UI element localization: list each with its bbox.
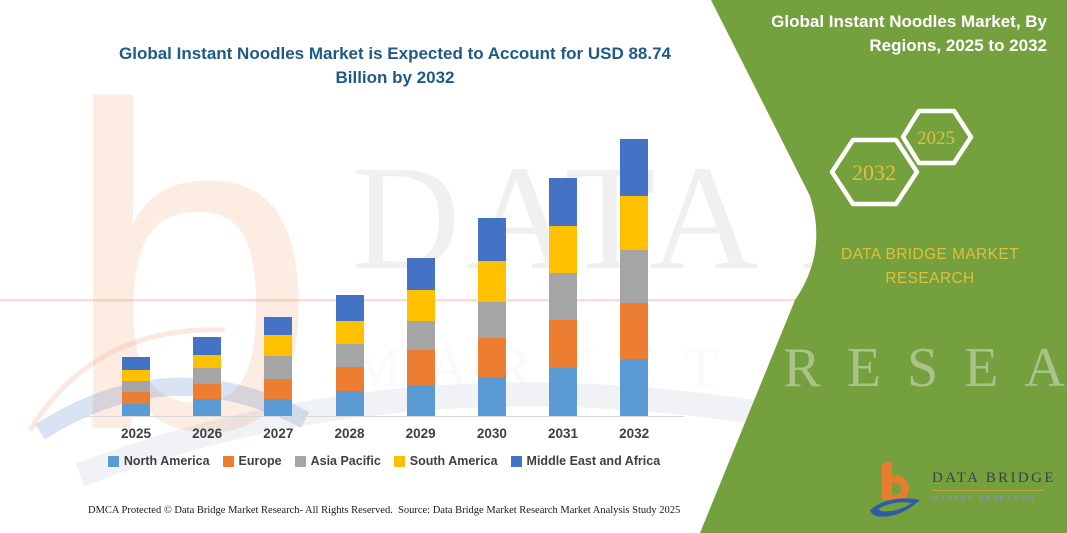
bar-segment [620,195,649,250]
hexagon-2032 [829,137,920,207]
stacked-bar-2031 [549,178,578,416]
bar-segment [549,319,578,368]
hexagon-2025-label: 2025 [917,128,955,149]
legend-label: North America [123,454,210,468]
bar-segment [335,391,364,416]
panel-title: Global Instant Noodles Market, By Region… [771,12,1047,55]
bar-segment [335,343,364,367]
footer-logo: DATA BRIDGE MARKET RESEARCH [868,458,1054,524]
bar-segment [193,355,222,369]
green-panel-shape [700,0,1067,533]
bar-segment [193,399,222,416]
watermark-pink-line [0,299,800,302]
legend-item: Europe [222,454,282,468]
x-axis-label: 2027 [263,426,294,441]
chart-legend: North America Europe Asia Pacific South Ame… [84,454,684,468]
bar-segment [406,350,435,386]
x-axis-label: 2030 [476,426,507,441]
legend-item: Asia Pacific [294,454,381,468]
bar-segment [477,302,506,338]
bar-segment [549,273,578,320]
legend-item: Middle East and Africa [510,454,661,468]
brand-wordmark: DATA BRIDGE MARKET RESEARCH [810,243,1050,291]
bar-segment [549,367,578,416]
x-axis-label: 2025 [120,426,152,441]
bar-segment [122,370,150,382]
bar-segment [122,357,150,371]
bar-segment [549,226,578,274]
x-axis-label: 2029 [405,426,436,441]
stacked-bar-2030 [477,218,506,416]
legend-label: Europe [238,454,282,468]
legend-label: South America [409,454,498,468]
source-text: Source: Data Bridge Market Research Mark… [398,505,681,516]
chart-title: Global Instant Noodles Market is Expecte… [119,44,671,88]
bar-segment [193,384,222,400]
bar-segment [477,376,506,416]
legend-item: South America [393,454,498,468]
bar-segment [264,317,293,336]
legend-label: Middle East and Africa [526,454,661,468]
bar-segment [264,379,293,400]
bar-segment [620,358,649,416]
stacked-bar-2029 [406,258,435,416]
bar-segment [406,321,435,351]
logo-name: DATA BRIDGE [932,470,1056,486]
legend-swatch [107,455,119,467]
watermark-logo-b: b [62,13,318,526]
bar-segment [335,367,364,392]
bar-segment [335,320,364,344]
hexagon-2025 [900,108,974,166]
bar-segment [620,249,649,304]
hexagon-2032-label: 2032 [852,160,896,185]
bar-segment [335,294,364,321]
stacked-bar-2026 [193,337,222,416]
legend-swatch [510,455,522,467]
brand-line1: DATA BRIDGE MARKET [840,246,1019,263]
bar-segment [620,303,649,359]
watermark-salmon-arc [27,327,226,432]
legend-swatch [393,455,405,467]
bar-segment [477,261,506,303]
stacked-bar-2032 [620,139,649,416]
watermark-gray-swoosh [75,382,833,487]
bar-segment [620,139,649,196]
x-axis-label: 2026 [192,426,223,441]
x-axis-line [84,416,684,417]
stacked-bar-2028 [335,294,364,416]
stacked-bar-2027 [264,317,293,416]
bar-segment [477,218,506,262]
bar-segment [264,335,293,357]
bar-segment [406,385,435,416]
bar-segment [477,337,506,377]
legend-swatch [294,455,306,467]
x-axis-label: 2028 [334,426,365,441]
brand-line2: RESEARCH [885,270,975,288]
bar-segment [193,368,222,385]
logo-divider [932,490,1044,491]
bar-segment [549,178,578,227]
bar-segment [264,399,293,416]
bar-segment [122,404,150,416]
bar-segment [122,381,150,393]
bar-segment [406,290,435,322]
legend-swatch [222,455,234,467]
legend-label: Asia Pacific [310,454,381,468]
legend-item: North America [107,454,210,468]
copyright-text: DMCA Protected © Data Bridge Market Rese… [88,505,393,516]
x-axis-label: 2032 [619,426,650,441]
bar-segment [264,356,293,380]
bar-segment [406,258,435,291]
data-bridge-logo-icon [870,461,920,517]
logo-subtitle: MARKET RESEARCH [932,494,1036,503]
bar-segment [122,392,150,405]
x-axis-label: 2031 [547,426,579,441]
stacked-bar-2025 [122,357,150,416]
bar-segment [193,337,222,356]
